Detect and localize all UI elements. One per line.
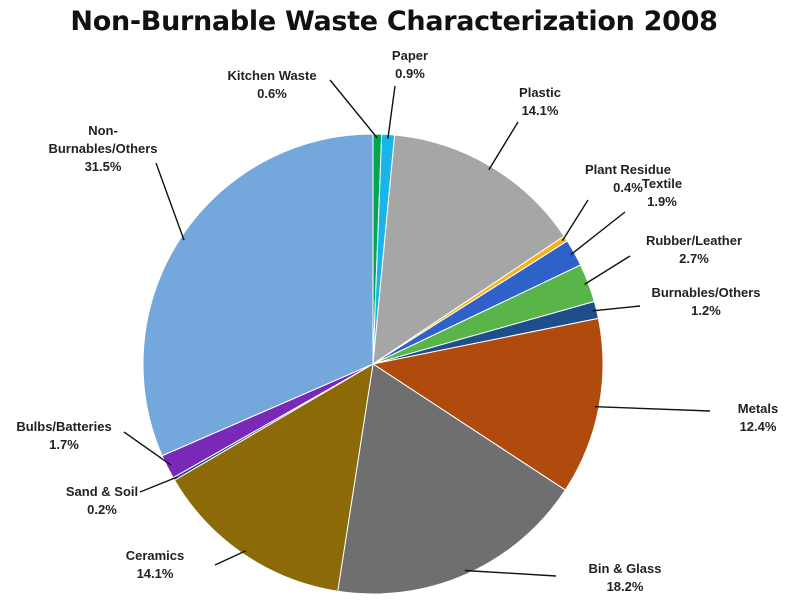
leader-line-textile (570, 211, 626, 256)
slice-label-metals: Metals 12.4% (738, 401, 778, 434)
slice-label-ceramics: Ceramics 14.1% (126, 548, 185, 581)
leader-line-bulbs-batteries (123, 431, 172, 466)
slice-label-non-burnables-others: Non-Burnables/Others 31.5% (48, 123, 157, 174)
slice-label-paper: Paper 0.9% (392, 48, 428, 81)
leader-line-bin-glass (464, 569, 557, 577)
slice-label-sand-soil: Sand & Soil 0.2% (66, 484, 138, 517)
leader-line-kitchen-waste (329, 79, 378, 139)
leader-line-rubber-leather (584, 255, 631, 285)
slice-label-textile: Textile 1.9% (642, 176, 682, 209)
leader-line-sand-soil (139, 476, 178, 493)
leader-line-burnables-others (592, 305, 641, 312)
slice-label-bulbs-batteries: Bulbs/Batteries 1.7% (16, 419, 111, 452)
leader-line-ceramics (214, 550, 247, 566)
slice-label-rubber-leather: Rubber/Leather 2.7% (646, 233, 742, 266)
slice-label-plant-residue: Plant Residue 0.4% (585, 162, 671, 195)
slice-label-burnables-others: Burnables/Others 1.2% (651, 285, 760, 318)
slice-label-plastic: Plastic 14.1% (519, 85, 561, 118)
leader-line-metals (594, 406, 711, 412)
leader-line-plastic (488, 121, 519, 171)
leader-line-non-burnables-others (155, 162, 185, 241)
leader-line-plant-residue (561, 199, 589, 242)
pie-slice-bin-glass (337, 363, 567, 595)
slice-label-bin-glass: Bin & Glass 18.2% (589, 561, 662, 594)
chart-title: Non-Burnable Waste Characterization 2008 (70, 6, 718, 37)
leader-line-paper (387, 85, 396, 139)
pie-slice-non-burnables-others (142, 133, 374, 457)
pie-slice-ceramics (173, 363, 374, 592)
slice-label-kitchen-waste: Kitchen Waste 0.6% (227, 68, 316, 101)
